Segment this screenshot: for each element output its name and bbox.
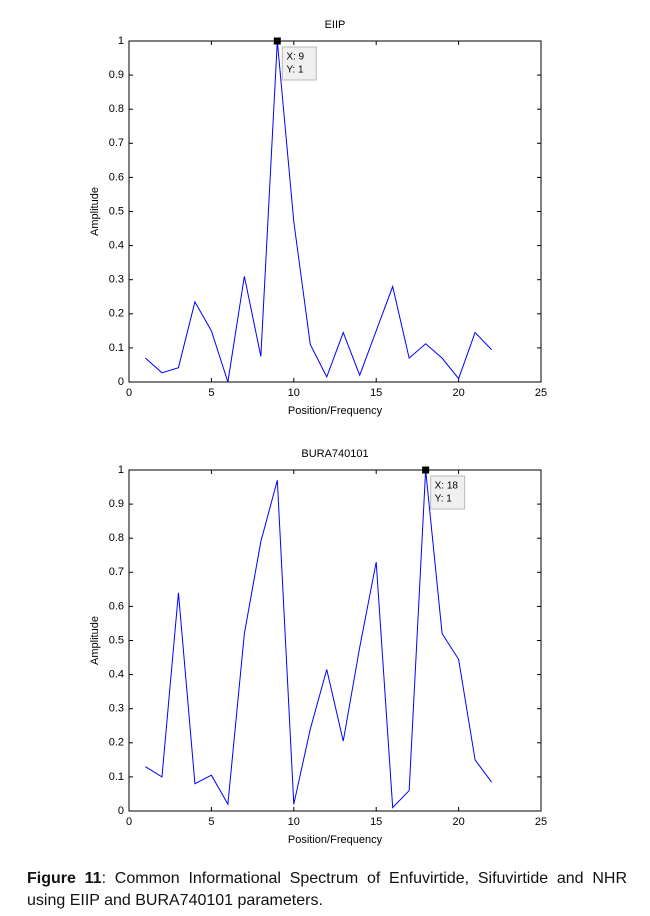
datatip-box <box>281 46 317 81</box>
datatip-marker <box>422 466 430 474</box>
y-tick-label: 0.2 <box>109 308 124 320</box>
y-axis-label: Amplitude <box>89 616 101 665</box>
x-axis-label: Position/Frequency <box>288 834 383 846</box>
datatip-x: X: 18 <box>435 481 459 492</box>
y-tick-label: 0.9 <box>109 69 124 81</box>
caption: Figure 11: Common Informational Spectrum… <box>27 868 627 912</box>
x-tick-label: 25 <box>535 816 547 828</box>
y-tick-label: 0.9 <box>109 498 124 510</box>
y-tick-label: 0 <box>118 376 124 388</box>
y-axis-label: Amplitude <box>89 187 101 236</box>
y-tick-label: 0.5 <box>109 634 124 646</box>
datatip-box <box>430 475 466 510</box>
x-tick-label: 0 <box>126 387 132 399</box>
datatip-x: X: 9 <box>286 52 304 63</box>
x-tick-label: 5 <box>208 387 214 399</box>
caption-text: : Common Informational Spectrum of Enfuv… <box>27 870 628 909</box>
data-line <box>145 469 492 809</box>
y-tick-label: 0.7 <box>109 137 124 149</box>
x-tick-label: 15 <box>370 816 382 828</box>
y-tick-label: 0.6 <box>109 600 124 612</box>
plot-area <box>128 469 542 812</box>
y-tick-label: 0.5 <box>109 205 124 217</box>
datatip-y: Y: 1 <box>286 65 304 76</box>
y-tick-label: 0.3 <box>109 274 124 286</box>
y-tick-label: 0.1 <box>109 342 124 354</box>
x-tick-label: 10 <box>288 387 300 399</box>
x-tick-label: 10 <box>288 816 300 828</box>
y-tick-label: 0.2 <box>109 737 124 749</box>
y-tick-label: 0.4 <box>109 669 124 681</box>
x-tick-label: 20 <box>452 816 464 828</box>
x-tick-label: 15 <box>370 387 382 399</box>
y-tick-label: 0.8 <box>109 103 124 115</box>
y-tick-label: 0.8 <box>109 532 124 544</box>
x-axis-label: Position/Frequency <box>288 405 383 417</box>
x-tick-label: 5 <box>208 816 214 828</box>
x-tick-label: 25 <box>535 387 547 399</box>
plot-area <box>128 40 542 383</box>
data-line <box>145 40 492 383</box>
datatip-marker <box>273 37 281 45</box>
chart-title: BURA740101 <box>301 448 368 460</box>
chart-title: EIIP <box>325 19 346 31</box>
y-tick-label: 0.7 <box>109 566 124 578</box>
y-tick-label: 1 <box>118 35 124 47</box>
y-tick-label: 0.3 <box>109 703 124 715</box>
x-tick-label: 0 <box>126 816 132 828</box>
y-tick-label: 0.6 <box>109 171 124 183</box>
y-tick-label: 0 <box>118 805 124 817</box>
y-tick-label: 1 <box>118 464 124 476</box>
datatip-y: Y: 1 <box>435 494 453 505</box>
y-tick-label: 0.4 <box>109 240 124 252</box>
x-tick-label: 20 <box>452 387 464 399</box>
y-tick-label: 0.1 <box>109 771 124 783</box>
caption-label: Figure 11 <box>27 870 102 887</box>
